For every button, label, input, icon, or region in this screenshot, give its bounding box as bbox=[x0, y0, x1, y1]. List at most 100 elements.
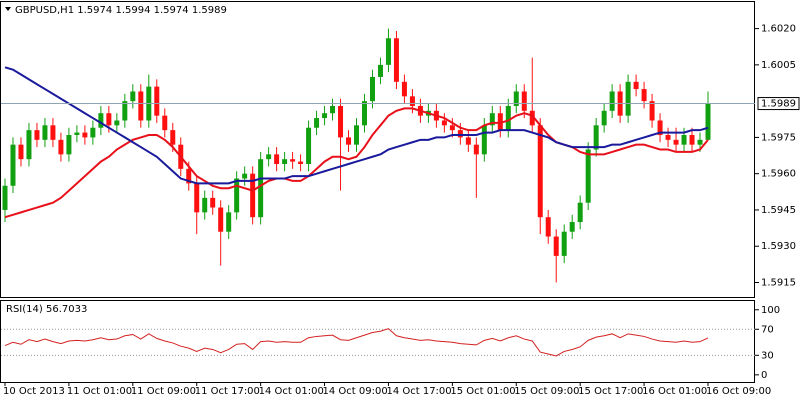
candle-body bbox=[705, 103, 711, 140]
candle-body bbox=[569, 222, 575, 232]
candle-body bbox=[385, 38, 391, 65]
candle-body bbox=[393, 38, 399, 82]
candle-body bbox=[274, 154, 280, 165]
candle-body bbox=[641, 89, 647, 102]
close-value: 1.5989 bbox=[192, 5, 227, 16]
candle-body bbox=[497, 113, 503, 131]
candle-body bbox=[122, 101, 128, 121]
candle-body bbox=[673, 139, 679, 145]
candle-body bbox=[513, 91, 519, 106]
candle-body bbox=[577, 202, 583, 223]
candle-body bbox=[449, 125, 455, 131]
x-tick-label: 11 Oct 17:00 bbox=[195, 386, 260, 397]
y-tick-label: 1.6020 bbox=[761, 24, 796, 35]
candle-body bbox=[593, 125, 599, 150]
candle-body bbox=[266, 154, 272, 160]
candle-body bbox=[633, 81, 639, 90]
candle-body bbox=[361, 101, 367, 126]
candle-body bbox=[601, 110, 607, 126]
candle-body bbox=[401, 81, 407, 97]
y-tick-label: 1.5945 bbox=[761, 205, 796, 216]
y-tick-label: 1.5960 bbox=[761, 169, 796, 180]
candle-body bbox=[234, 178, 240, 213]
open-value: 1.5974 bbox=[77, 5, 112, 16]
candle-body bbox=[338, 105, 344, 138]
candle-body bbox=[2, 185, 8, 210]
candle-body bbox=[138, 91, 144, 121]
x-tick-label: 16 Oct 01:00 bbox=[642, 386, 707, 397]
candle-body bbox=[322, 113, 328, 119]
candle-body bbox=[218, 207, 224, 232]
candle-body bbox=[489, 113, 495, 126]
x-tick-label: 10 Oct 2013 bbox=[3, 386, 65, 397]
rsi-header: RSI(14) 56.7033 bbox=[6, 304, 87, 315]
high-value: 1.5994 bbox=[115, 5, 150, 16]
candle-body bbox=[90, 127, 96, 138]
price-header: GBPUSD,H1 1.5974 1.5994 1.5974 1.5989 bbox=[15, 5, 227, 16]
rsi-line bbox=[4, 328, 709, 357]
candle-body bbox=[529, 110, 535, 126]
candle-body bbox=[242, 173, 248, 179]
candle-body bbox=[409, 96, 415, 106]
candle-body bbox=[377, 64, 383, 77]
candle-body bbox=[98, 113, 104, 128]
candle-body bbox=[465, 137, 471, 145]
candle-body bbox=[194, 183, 200, 213]
low-value: 1.5974 bbox=[154, 5, 189, 16]
candle-body bbox=[282, 159, 288, 165]
x-tick-label: 15 Oct 01:00 bbox=[450, 386, 515, 397]
candle-body bbox=[625, 81, 631, 116]
candle-body bbox=[306, 127, 312, 165]
menu-arrow[interactable] bbox=[5, 7, 11, 11]
candle-body bbox=[26, 130, 32, 160]
y-tick-label: 1.5975 bbox=[761, 132, 796, 143]
y-tick-label: 1.5930 bbox=[761, 241, 796, 252]
candle-body bbox=[42, 125, 48, 140]
candle-body bbox=[210, 197, 216, 208]
candle-body bbox=[66, 134, 72, 155]
x-tick-label: 11 Oct 09:00 bbox=[131, 386, 196, 397]
candle-body bbox=[521, 91, 527, 111]
candle-body bbox=[290, 159, 296, 162]
candle-body bbox=[202, 197, 208, 213]
candle-body bbox=[609, 91, 615, 111]
y-tick-label: 1.5915 bbox=[761, 277, 796, 288]
candle-body bbox=[473, 144, 479, 155]
moving-average bbox=[4, 107, 709, 219]
candle-body bbox=[697, 139, 703, 145]
x-tick-label: 14 Oct 09:00 bbox=[323, 386, 388, 397]
candle-body bbox=[354, 125, 359, 145]
x-tick-label: 11 Oct 01:00 bbox=[67, 386, 132, 397]
y-tick-label: 100 bbox=[761, 305, 780, 316]
candle-body bbox=[537, 125, 543, 218]
last-price-box bbox=[757, 97, 800, 111]
rsi-value: 56.7033 bbox=[46, 304, 87, 315]
candle-body bbox=[250, 173, 256, 218]
candle-body bbox=[50, 125, 56, 140]
candle-body bbox=[10, 144, 16, 186]
x-tick-label: 16 Oct 09:00 bbox=[706, 386, 771, 397]
candle-body bbox=[58, 139, 64, 155]
x-tick-label: 15 Oct 09:00 bbox=[514, 386, 579, 397]
candle-body bbox=[154, 86, 160, 116]
y-tick-label: 0 bbox=[761, 370, 767, 381]
candle-body bbox=[561, 231, 567, 256]
candle-body bbox=[18, 144, 24, 160]
candle-body bbox=[82, 132, 88, 138]
x-tick-label: 14 Oct 17:00 bbox=[386, 386, 451, 397]
x-tick-label: 15 Oct 17:00 bbox=[578, 386, 643, 397]
candle-body bbox=[34, 130, 40, 140]
candle-body bbox=[505, 105, 511, 131]
candle-body bbox=[689, 134, 695, 145]
candle-body bbox=[585, 149, 591, 203]
candle-body bbox=[298, 161, 304, 165]
candle-body bbox=[186, 168, 192, 184]
rsi-panel bbox=[0, 300, 755, 383]
candle-body bbox=[657, 120, 663, 135]
candle-body bbox=[74, 132, 80, 135]
candle-body bbox=[457, 130, 463, 138]
candle-body bbox=[665, 134, 671, 140]
rsi-title: RSI(14) bbox=[6, 304, 43, 315]
